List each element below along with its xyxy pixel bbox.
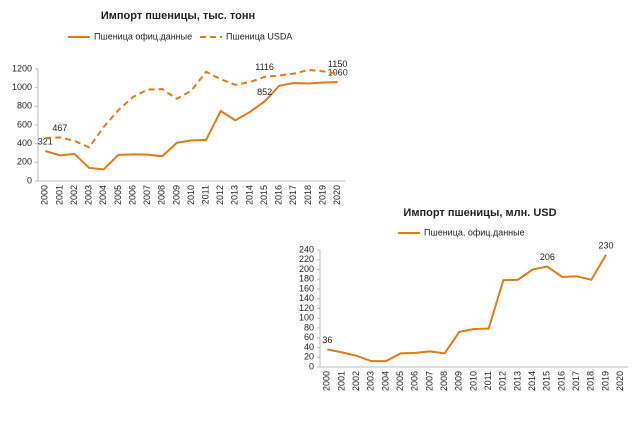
x-tick-label: 2007	[424, 371, 434, 391]
x-tick-label: 2020	[615, 371, 625, 391]
x-tick-label: 2009	[171, 185, 181, 205]
x-tick-label: 2011	[483, 371, 493, 390]
x-tick-label: 2014	[527, 371, 537, 391]
x-tick-label: 2006	[127, 185, 137, 205]
chart-title: Импорт пшеницы, млн. USD	[403, 207, 556, 219]
x-tick-label: 2000	[322, 371, 332, 391]
data-label: 1116	[255, 62, 274, 72]
x-tick-label: 2016	[274, 185, 284, 205]
x-tick-label: 2001	[336, 371, 346, 391]
y-tick-label: 200	[299, 264, 314, 274]
x-tick-label: 2006	[410, 371, 420, 391]
data-label: 852	[257, 87, 272, 97]
y-tick-label: 0	[309, 361, 314, 371]
x-tick-label: 2008	[439, 371, 449, 391]
data-label: 1060	[328, 67, 348, 77]
x-tick-label: 2007	[142, 185, 152, 205]
x-tick-label: 2013	[230, 185, 240, 205]
x-tick-label: 2015	[259, 185, 269, 205]
x-tick-label: 2004	[98, 185, 108, 205]
x-tick-label: 2017	[571, 371, 581, 391]
x-tick-label: 2005	[113, 185, 123, 205]
legend-label: Пшеница офиц.данные	[94, 31, 192, 41]
legend-label: Пшеница, офиц.данные	[424, 227, 525, 237]
x-tick-label: 2020	[332, 185, 342, 205]
y-tick-label: 400	[17, 138, 32, 148]
x-tick-label: 2012	[215, 185, 225, 205]
y-tick-label: 600	[17, 119, 32, 129]
series-line	[327, 254, 607, 363]
y-tick-label: 220	[299, 254, 314, 264]
x-tick-label: 2018	[303, 185, 313, 205]
y-tick-label: 180	[299, 274, 314, 284]
x-tick-label: 2019	[600, 371, 610, 391]
y-tick-label: 120	[299, 303, 314, 313]
data-label: 36	[322, 335, 332, 345]
x-tick-label: 2000	[40, 185, 50, 205]
y-tick-label: 1000	[12, 82, 32, 92]
series-line	[45, 81, 338, 171]
y-tick-label: 800	[17, 101, 32, 111]
x-tick-label: 2003	[84, 185, 94, 205]
y-tick-label: 60	[304, 332, 314, 342]
x-tick-label: 2010	[468, 371, 478, 391]
x-tick-label: 2012	[498, 371, 508, 391]
x-tick-label: 2001	[54, 185, 64, 205]
x-tick-label: 2003	[366, 371, 376, 391]
series-line	[45, 68, 338, 149]
y-tick-label: 200	[17, 157, 32, 167]
x-tick-label: 2004	[380, 371, 390, 391]
y-tick-label: 100	[299, 313, 314, 323]
x-tick-label: 2005	[395, 371, 405, 391]
y-tick-label: 40	[304, 342, 314, 352]
y-tick-label: 80	[304, 322, 314, 332]
chart-title: Импорт пшеницы, тыс. тонн	[101, 10, 255, 22]
y-tick-label: 0	[27, 175, 32, 185]
x-tick-label: 2019	[317, 185, 327, 205]
data-label: 467	[52, 123, 67, 133]
data-label: 206	[540, 252, 555, 262]
y-tick-label: 240	[299, 244, 314, 254]
data-label: 1150	[328, 59, 347, 69]
data-label: 230	[598, 240, 613, 250]
x-tick-label: 2018	[586, 371, 596, 391]
y-tick-label: 160	[299, 283, 314, 293]
x-tick-label: 2002	[351, 371, 361, 391]
data-label: 321	[38, 136, 53, 146]
x-tick-label: 2009	[454, 371, 464, 391]
x-tick-label: 2017	[288, 185, 298, 205]
y-tick-label: 1200	[12, 63, 32, 73]
x-tick-label: 2011	[200, 185, 210, 204]
x-tick-label: 2010	[186, 185, 196, 205]
x-tick-label: 2002	[69, 185, 79, 205]
y-tick-label: 20	[304, 352, 314, 362]
x-tick-label: 2016	[556, 371, 566, 391]
y-tick-label: 140	[299, 293, 314, 303]
x-tick-label: 2008	[157, 185, 167, 205]
legend-label: Пшеница USDA	[226, 31, 292, 41]
x-tick-label: 2014	[244, 185, 254, 205]
x-tick-label: 2015	[542, 371, 552, 391]
x-tick-label: 2013	[512, 371, 522, 391]
